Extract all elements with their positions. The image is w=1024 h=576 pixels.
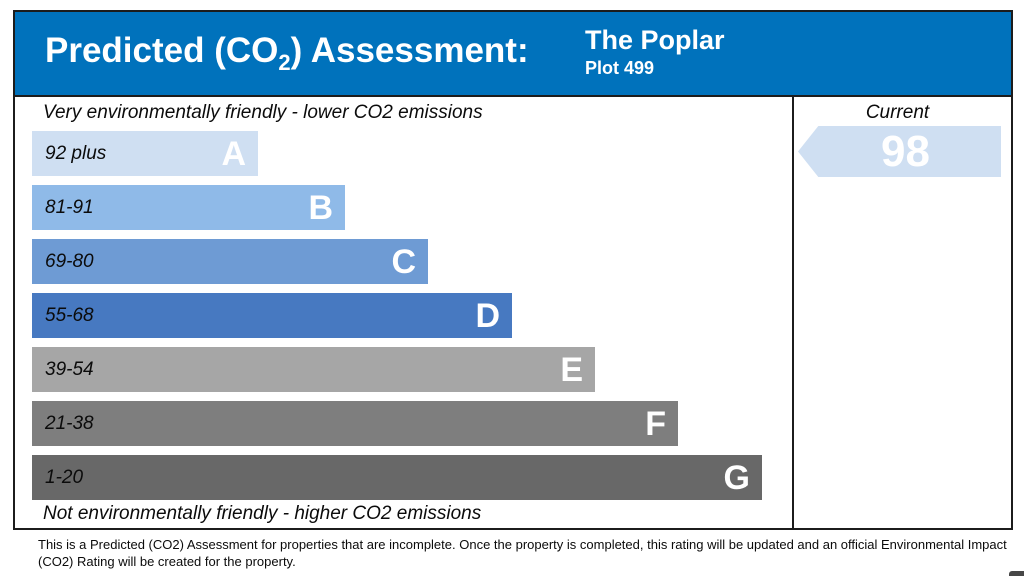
band-row-b: 81-91 B	[32, 185, 345, 230]
band-range-label: 39-54	[45, 358, 94, 380]
band-range-label: 55-68	[45, 304, 94, 326]
title-prefix: Predicted (CO	[45, 31, 279, 70]
band-letter: A	[221, 134, 246, 173]
current-rating-value: 98	[881, 126, 930, 176]
rating-bands-panel: Very environmentally friendly - lower CO…	[15, 97, 794, 528]
title-subscript: 2	[278, 50, 291, 75]
band-letter: E	[560, 350, 583, 389]
current-column-header: Current	[865, 102, 930, 123]
band-range-label: 81-91	[45, 196, 94, 218]
corner-sliver-decoration	[1009, 571, 1024, 576]
band-range-label: 69-80	[45, 250, 94, 272]
rating-chart: Very environmentally friendly - lower CO…	[15, 97, 1011, 528]
current-rating-panel: Current 98	[794, 97, 1011, 528]
certificate-header: Predicted (CO2) Assessment: The Poplar P…	[15, 12, 1011, 97]
band-letter: G	[723, 458, 750, 497]
band-row-d: 55-68 D	[32, 293, 512, 338]
property-block: The Poplar Plot 499	[585, 25, 725, 79]
certificate-frame: Predicted (CO2) Assessment: The Poplar P…	[13, 10, 1013, 530]
bottom-caption: Not environmentally friendly - higher CO…	[43, 503, 482, 524]
property-plot: Plot 499	[585, 57, 655, 78]
band-range-label: 92 plus	[45, 142, 107, 164]
band-letter: C	[391, 242, 416, 281]
band-range-label: 21-38	[45, 412, 94, 434]
page-title: Predicted (CO2) Assessment:	[45, 31, 529, 76]
band-row-e: 39-54 E	[32, 347, 595, 392]
top-caption: Very environmentally friendly - lower CO…	[43, 102, 483, 123]
title-suffix: ) Assessment:	[290, 31, 529, 70]
band-letter: B	[308, 188, 333, 227]
property-name: The Poplar	[585, 25, 725, 55]
band-range-label: 1-20	[45, 466, 84, 488]
disclaimer-text: This is a Predicted (CO2) Assessment for…	[38, 537, 1007, 569]
band-letter: D	[475, 296, 500, 335]
band-letter: F	[645, 404, 666, 443]
band-row-c: 69-80 C	[32, 239, 428, 284]
band-row-a: 92 plus A	[32, 131, 258, 176]
band-row-f: 21-38 F	[32, 401, 678, 446]
current-rating-arrow: 98	[798, 126, 1001, 177]
band-row-g: 1-20 G	[32, 455, 762, 500]
